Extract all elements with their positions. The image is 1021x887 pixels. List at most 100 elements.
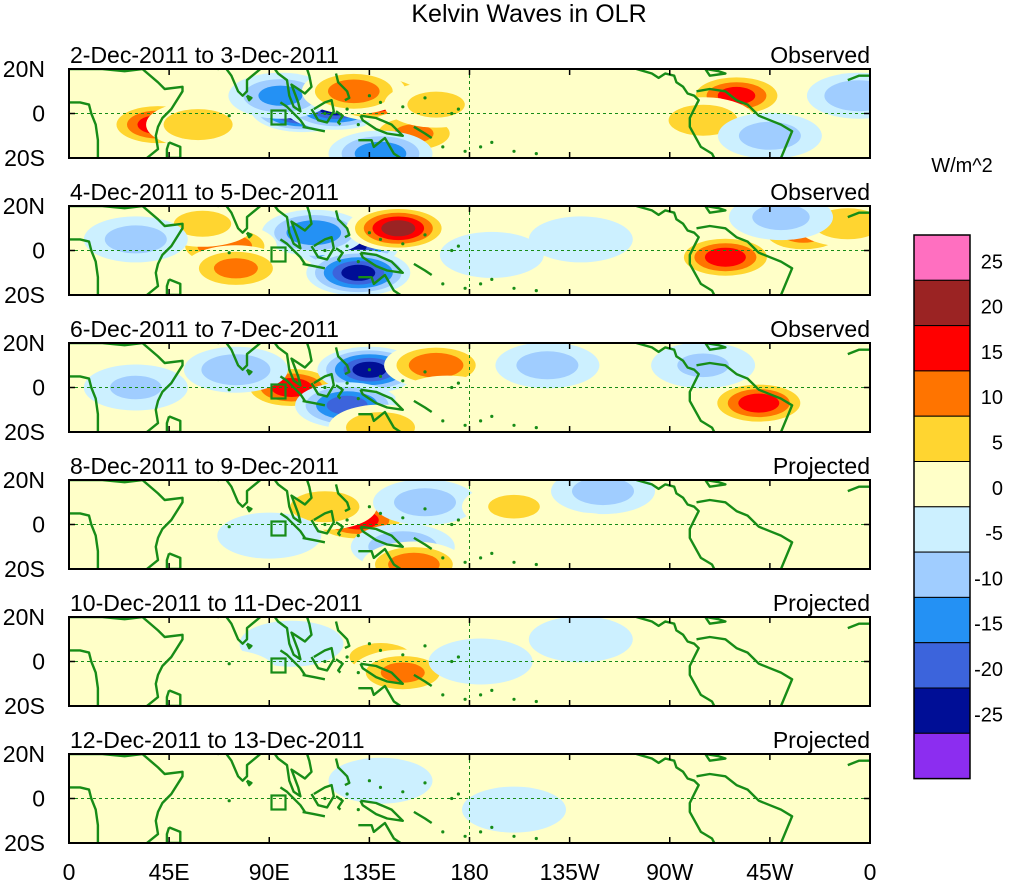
coastline: [165, 415, 182, 432]
anomaly-contour: [551, 757, 655, 804]
y-tick-label: 0: [32, 512, 45, 538]
coastline: [636, 69, 716, 158]
anomaly-contour: [388, 552, 440, 569]
coastline: [413, 399, 433, 413]
coastline: [69, 101, 100, 158]
island: [479, 556, 483, 560]
coastline: [847, 211, 870, 219]
island: [227, 388, 231, 392]
panel-period: 8-Dec-2011 to 9-Dec-2011: [70, 453, 339, 479]
island: [227, 251, 231, 255]
y-tick-label: 20N: [3, 56, 45, 82]
x-tick-label: 0: [63, 859, 76, 885]
coastline: [310, 783, 335, 809]
coastline: [413, 536, 433, 550]
island: [378, 511, 383, 515]
x-tick-label: 45W: [746, 859, 794, 885]
panel-period: 12-Dec-2011 to 13-Dec-2011: [70, 727, 365, 753]
coastline: [165, 552, 182, 569]
coastline: [636, 206, 716, 295]
region-marker: [270, 109, 287, 126]
island: [356, 397, 360, 401]
coastline: [165, 278, 182, 295]
panel-1: 20N 0 20S 2-Dec-2011 to 3-Dec-2011 Observed: [3, 42, 871, 171]
island: [534, 562, 538, 567]
colorbar-units-label: W/m^2: [931, 155, 993, 177]
island: [456, 518, 460, 522]
island: [441, 419, 445, 423]
anomaly-contour: [261, 797, 366, 843]
x-tick-label: 90E: [249, 859, 290, 885]
anomaly-contour: [752, 206, 810, 231]
island: [534, 836, 538, 841]
colorbar-bin: [913, 234, 971, 281]
coastline: [310, 509, 335, 535]
island: [450, 796, 454, 801]
coastline-overlay: [69, 480, 870, 569]
anomaly-contour: [738, 393, 780, 413]
island: [456, 655, 460, 659]
coastline: [69, 206, 184, 295]
coastline: [69, 649, 100, 706]
colorbar-bin: [913, 370, 971, 417]
island: [423, 96, 427, 100]
island: [367, 505, 371, 509]
y-tick-label: 20N: [3, 330, 45, 356]
y-tick-label: 20N: [3, 467, 45, 493]
island: [345, 381, 349, 385]
island: [378, 374, 383, 378]
colorbar-label: -5: [985, 523, 1003, 545]
anomaly-contour: [172, 649, 277, 696]
island: [401, 105, 405, 109]
island: [367, 231, 371, 235]
island: [378, 785, 383, 790]
panel-status: Observed: [770, 179, 870, 205]
island: [401, 379, 405, 383]
island: [423, 781, 427, 785]
island: [356, 123, 360, 127]
coastline: [195, 206, 313, 250]
island: [534, 699, 538, 704]
island: [479, 145, 483, 149]
colorbar-bin: [913, 596, 971, 644]
coastline: [69, 617, 184, 706]
coastline: [310, 372, 335, 398]
island: [534, 426, 538, 430]
panel-6: 20N 0 20S 12-Dec-2011 to 13-Dec-2011 Project…: [3, 727, 871, 856]
island: [356, 808, 360, 812]
anomaly-contour: [516, 351, 579, 380]
coastline: [245, 642, 253, 650]
x-tick-label: 180: [450, 859, 488, 885]
island: [227, 114, 231, 118]
island: [450, 248, 454, 253]
panel-4: 20N 0 20S 8-Dec-2011 to 9-Dec-2011 Projected: [3, 453, 871, 582]
coastline: [69, 512, 100, 569]
anomaly-contour: [408, 352, 464, 378]
island: [367, 779, 371, 783]
island: [423, 233, 427, 237]
anomaly-contour: [595, 660, 700, 706]
coastline: [69, 786, 100, 843]
coastline: [358, 273, 402, 295]
coastline: [696, 772, 794, 843]
region-marker: [270, 794, 287, 811]
coastline: [302, 810, 326, 818]
island: [534, 152, 538, 156]
coastline: [245, 368, 253, 376]
island: [450, 522, 454, 527]
coastline: [310, 236, 335, 261]
coastline: [69, 238, 100, 295]
island: [450, 111, 454, 116]
coastline: [359, 388, 404, 411]
colorbar-bin: [913, 461, 971, 508]
coastline: [245, 779, 253, 787]
island: [323, 248, 327, 253]
island: [441, 693, 445, 697]
coastline: [334, 210, 351, 239]
island: [345, 655, 349, 659]
region-marker: [270, 520, 287, 537]
coastline-overlay: [69, 69, 870, 158]
coastline: [69, 69, 184, 158]
island: [456, 107, 460, 111]
